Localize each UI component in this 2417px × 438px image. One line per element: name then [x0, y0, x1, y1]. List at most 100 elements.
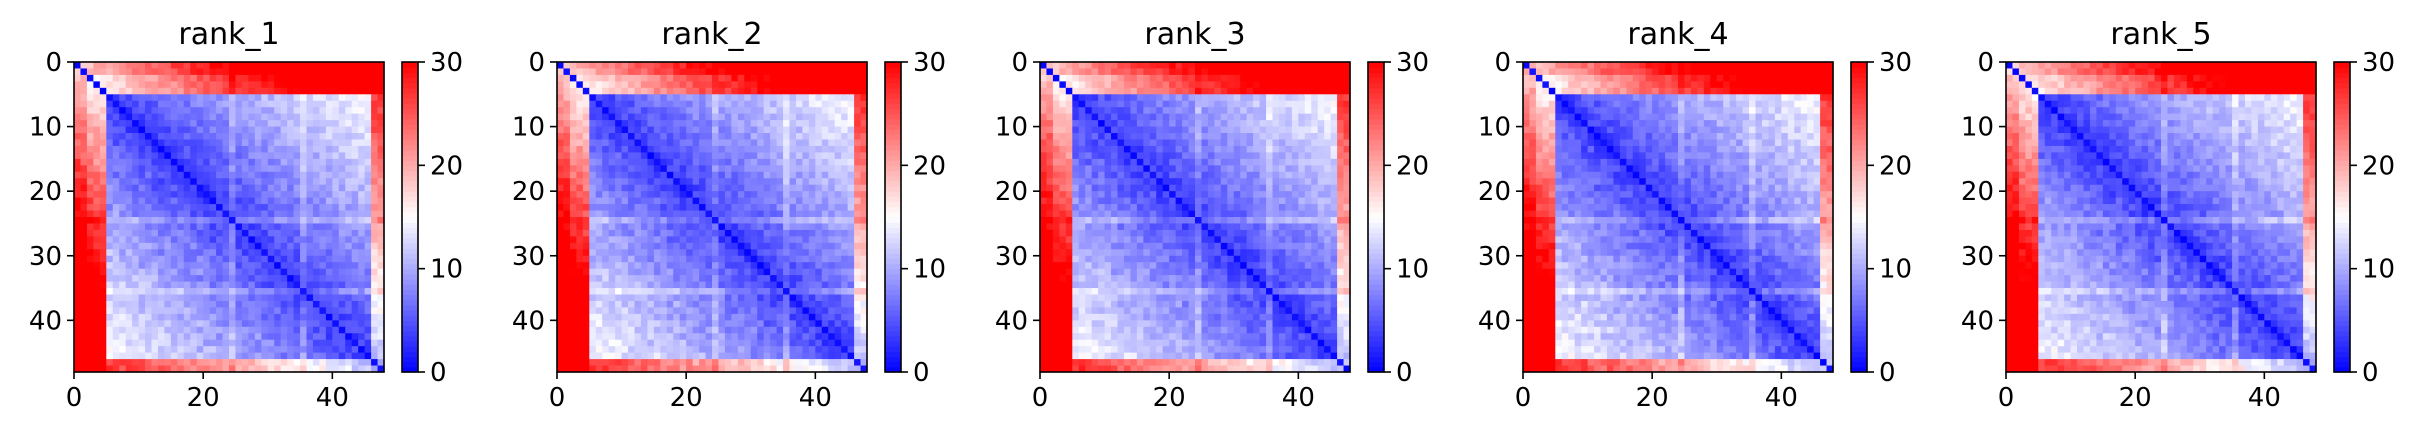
heatmap-cell: [834, 74, 842, 82]
heatmap-cell: [686, 223, 694, 231]
heatmap-cell: [312, 365, 321, 373]
heatmap-cell: [757, 165, 765, 173]
heatmap-cell: [267, 210, 275, 218]
heatmap-cell: [608, 145, 616, 154]
heatmap-cell: [628, 100, 636, 108]
heatmap-cell: [692, 217, 700, 225]
heatmap-cell: [712, 365, 720, 373]
heatmap-cell: [377, 152, 385, 160]
heatmap-cell: [699, 100, 707, 108]
heatmap-cell: [164, 268, 172, 276]
heatmap-cell: [1149, 68, 1157, 76]
heatmap-cell: [1123, 62, 1132, 70]
heatmap-cell: [80, 68, 88, 76]
heatmap-cell: [287, 307, 295, 315]
heatmap-cell: [699, 255, 707, 263]
heatmap-cell: [241, 204, 249, 212]
heatmap-cell: [377, 171, 385, 179]
heatmap-cell: [1207, 74, 1215, 82]
heatmap-cell: [254, 275, 262, 283]
heatmap-cell: [563, 300, 571, 309]
heatmap-cell: [815, 158, 823, 166]
heatmap-cell: [261, 333, 269, 341]
heatmap-cell: [254, 294, 262, 302]
heatmap-cell: [737, 242, 745, 250]
heatmap-cell: [125, 333, 133, 341]
heatmap-cell: [834, 249, 842, 257]
heatmap-cell: [86, 126, 94, 134]
heatmap-cell: [789, 113, 797, 121]
heatmap-cell: [750, 113, 758, 121]
heatmap-cell: [319, 320, 327, 328]
heatmap-cell: [757, 326, 765, 334]
heatmap-cell: [132, 223, 140, 231]
heatmap-cell: [628, 307, 636, 315]
heatmap-cell: [364, 74, 372, 82]
heatmap-cell: [821, 300, 829, 309]
heatmap-cell: [345, 113, 353, 121]
heatmap-cell: [300, 152, 308, 160]
heatmap-cell: [112, 313, 120, 321]
heatmap-cell: [557, 281, 565, 289]
heatmap-cell: [216, 217, 224, 225]
heatmap-cell: [1059, 81, 1067, 89]
heatmap-cell: [821, 262, 829, 270]
heatmap-cell: [74, 365, 82, 373]
heatmap-cell: [595, 178, 603, 186]
heatmap-cell: [595, 87, 603, 95]
heatmap-cell: [1059, 68, 1067, 76]
heatmap-cell: [274, 223, 282, 231]
heatmap-cell: [789, 359, 797, 367]
heatmap-cell: [563, 133, 571, 141]
heatmap-cell: [164, 326, 172, 334]
heatmap-cell: [776, 107, 784, 115]
heatmap-cell: [750, 352, 758, 360]
heatmap-cell: [93, 217, 101, 225]
heatmap-cell: [190, 197, 198, 205]
heatmap-cell: [841, 62, 849, 70]
heatmap-cell: [815, 242, 823, 250]
heatmap-cell: [712, 223, 720, 231]
heatmap-cell: [235, 320, 243, 328]
heatmap-cell: [170, 197, 178, 205]
heatmap-cell: [203, 236, 211, 244]
heatmap-cell: [254, 229, 262, 237]
heatmap-cell: [93, 307, 101, 315]
heatmap-cell: [319, 255, 327, 263]
heatmap-cell: [254, 139, 262, 147]
heatmap-cell: [679, 171, 687, 179]
heatmap-cell: [628, 94, 636, 102]
heatmap-cell: [770, 152, 778, 160]
heatmap-cell: [595, 352, 603, 360]
heatmap-cell: [119, 359, 127, 367]
heatmap-cell: [351, 217, 359, 225]
heatmap-cell: [569, 171, 577, 179]
heatmap-cell: [589, 275, 597, 283]
heatmap-cell: [164, 107, 172, 115]
heatmap-cell: [860, 145, 868, 154]
heatmap-cell: [229, 184, 237, 192]
heatmap-cell: [261, 74, 269, 82]
heatmap-cell: [847, 126, 855, 134]
heatmap-cell: [757, 236, 765, 244]
heatmap-cell: [576, 223, 584, 231]
heatmap-cell: [666, 158, 674, 166]
heatmap-cell: [177, 339, 185, 347]
heatmap-cell: [306, 307, 314, 315]
heatmap-cell: [241, 81, 249, 89]
heatmap-cell: [673, 74, 681, 82]
heatmap-cell: [1324, 74, 1332, 82]
heatmap-cell: [300, 145, 308, 154]
heatmap-cell: [724, 352, 732, 360]
heatmap-cell: [854, 249, 862, 257]
heatmap-cell: [640, 133, 649, 141]
heatmap-cell: [132, 294, 140, 302]
heatmap-cell: [222, 320, 230, 328]
heatmap-cell: [267, 152, 275, 160]
heatmap-cell: [634, 262, 642, 270]
heatmap-cell: [93, 120, 101, 128]
heatmap-cell: [358, 178, 366, 186]
heatmap-cell: [783, 255, 791, 263]
heatmap-cell: [371, 229, 379, 237]
heatmap-cell: [190, 165, 198, 173]
